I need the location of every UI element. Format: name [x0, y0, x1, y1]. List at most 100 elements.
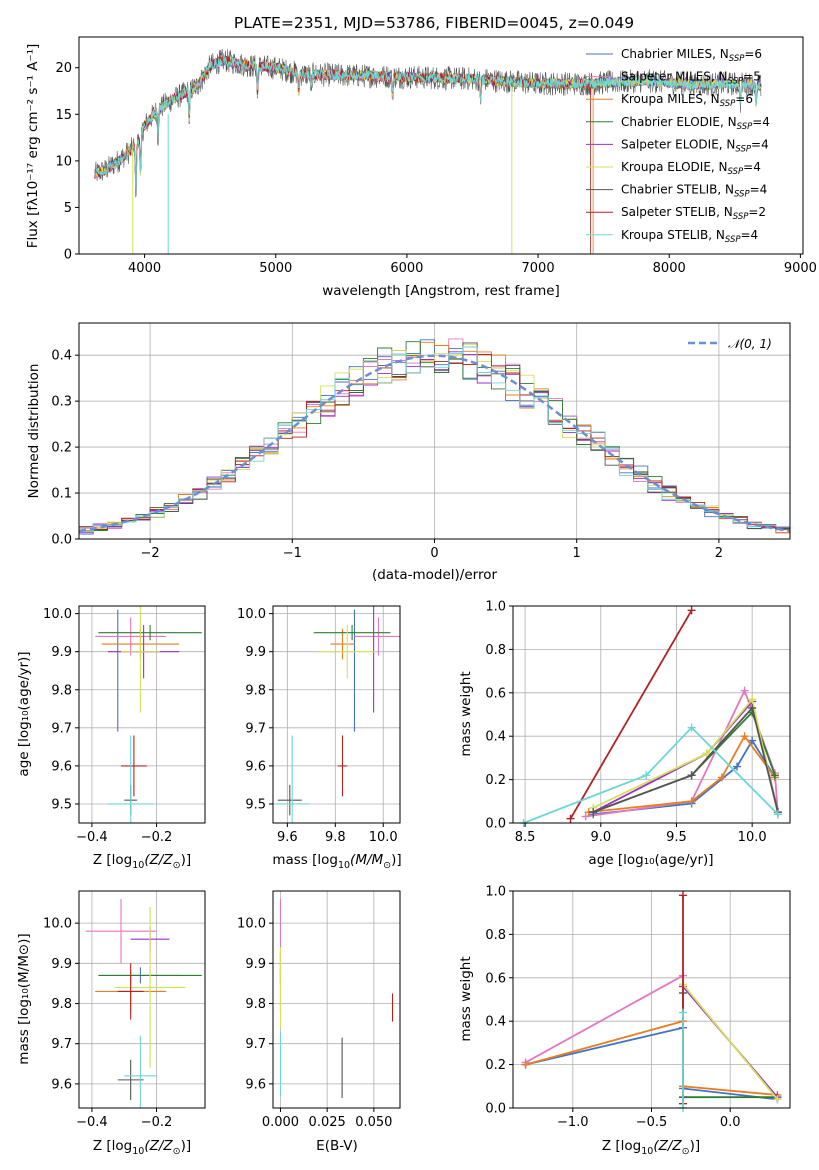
- y-tick-label: 9.8: [51, 683, 72, 698]
- y-tick-label: 9.7: [51, 721, 72, 736]
- x-axis-label: wavelength [Angstrom, rest frame]: [322, 283, 560, 299]
- residual-histogram-panel: −2 −1 0 1 2 0.0 0.1 0.2 0.3 0.4 (data-model)/error…: [26, 322, 791, 583]
- y-tick-label: 10.0: [237, 607, 266, 622]
- axes-frame: [78, 890, 206, 1109]
- series-line-7: [569, 609, 693, 820]
- y-tick-label: 0.0: [485, 1102, 506, 1117]
- y-axis-label: Flux [fλ10⁻¹⁷ erg cm⁻² s⁻¹ A⁻¹]: [25, 44, 41, 249]
- x-tick-label: 4000: [128, 261, 161, 276]
- axes-frame: [78, 36, 804, 255]
- y-tick-label: 0.8: [485, 643, 506, 658]
- y-tick-label: 9.9: [245, 957, 266, 972]
- mass-vs-extinction-panel: 0.000 0.025 0.050 9.6 9.7 9.8 9.9 10.0 E(B-V): [237, 890, 401, 1154]
- x-axis-label: Z [log10(Z/Z⊙)]: [93, 852, 191, 871]
- y-tick-label: 9.6: [51, 759, 72, 774]
- y-tick-label: 0.0: [51, 533, 72, 548]
- x-tick-label: 2: [715, 546, 723, 561]
- mass-weight-vs-metallicity-panel: −1.0 −0.5 0.0 0.0 0.2 0.4 0.6 0.8 1.0 Z [log10(Z/…: [458, 885, 791, 1157]
- x-tick-label: 0: [430, 546, 438, 561]
- y-tick-label: 1.0: [485, 885, 506, 900]
- y-tick-label: 0.2: [485, 773, 506, 788]
- legend-entry: Kroupa ELODIE, NSSP=4: [621, 160, 761, 177]
- y-axis-label: age [log₁₀(age/yr)]: [16, 651, 32, 776]
- y-axis-label: mass [log₁₀(M/M⊙)]: [16, 933, 32, 1064]
- y-tick-label: 1.0: [485, 600, 506, 615]
- x-tick-label: 9.5: [666, 830, 687, 845]
- spectrum-panel: 4000 5000 6000 7000 8000 9000 0 5 10 15 20 waveleng…: [25, 36, 817, 299]
- legend-entry: Salpeter STELIB, NSSP=2: [621, 205, 766, 222]
- x-tick-label: 9.8: [325, 830, 346, 845]
- y-tick-label: 9.6: [245, 1077, 266, 1092]
- series-line-6: [592, 706, 779, 813]
- histogram-step-8: [79, 346, 790, 532]
- y-tick-label: 5: [64, 201, 72, 216]
- y-tick-label: 9.8: [51, 997, 72, 1012]
- x-tick-label: 7000: [522, 261, 555, 276]
- y-tick-label: 9.5: [245, 797, 266, 812]
- y-tick-label: 9.9: [245, 645, 266, 660]
- x-tick-label: −2: [141, 546, 160, 561]
- y-tick-label: 9.6: [245, 759, 266, 774]
- axes-frame: [78, 605, 206, 824]
- x-axis-label: E(B-V): [316, 1138, 358, 1154]
- x-tick-label: −0.5: [636, 1115, 668, 1130]
- y-tick-label: 0.3: [51, 395, 72, 410]
- y-tick-label: 0.6: [485, 686, 506, 701]
- y-tick-label: 0.4: [485, 730, 506, 745]
- y-tick-label: 15: [55, 108, 72, 123]
- x-tick-label: 0.050: [355, 1115, 392, 1130]
- x-tick-label: 0.0: [720, 1115, 741, 1130]
- y-tick-label: 0.4: [485, 1015, 506, 1030]
- y-tick-label: 0.2: [51, 441, 72, 456]
- mass-vs-metallicity-panel: −0.4 −0.2 9.6 9.7 9.8 9.9 10.0 Z [log10(Z/Z⊙)] m…: [16, 890, 206, 1157]
- x-tick-label: 9000: [784, 261, 817, 276]
- x-tick-label: −0.4: [76, 830, 108, 845]
- x-tick-label: 8.5: [515, 830, 536, 845]
- x-tick-label: 5000: [259, 261, 292, 276]
- axes-frame: [272, 605, 401, 824]
- spectrum-line-8: [94, 55, 762, 191]
- x-tick-label: 1: [573, 546, 581, 561]
- y-tick-label: 9.9: [51, 957, 72, 972]
- x-axis-label: Z [log10(Z/Z⊙)]: [602, 1138, 700, 1157]
- y-tick-label: 20: [55, 61, 72, 76]
- y-tick-label: 9.8: [245, 997, 266, 1012]
- figure-title: PLATE=2351, MJD=53786, FIBERID=0045, z=0…: [234, 14, 634, 32]
- y-tick-label: 10: [55, 154, 72, 169]
- y-axis-label: mass weight: [458, 956, 474, 1041]
- series-line-1: [525, 974, 684, 1064]
- series-line-5: [682, 983, 779, 1100]
- series-line-8: [523, 726, 779, 824]
- x-tick-label: 8000: [653, 261, 686, 276]
- y-axis-label: Normed distribution: [26, 364, 42, 499]
- x-tick-label: 0.025: [309, 1115, 346, 1130]
- x-tick-label: 10.0: [738, 830, 767, 845]
- legend-entry: Chabrier ELODIE, NSSP=4: [621, 115, 770, 132]
- mass-weight-vs-age-panel: 8.5 9.0 9.5 10.0 0.0 0.2 0.4 0.6 0.8 1.0 age [log₁…: [458, 600, 791, 868]
- x-tick-label: 10.0: [369, 830, 398, 845]
- x-tick-label: 0.000: [262, 1115, 299, 1130]
- legend-entry: 𝒩(0, 1): [728, 337, 772, 351]
- y-tick-label: 0: [64, 248, 72, 263]
- y-tick-label: 9.8: [245, 683, 266, 698]
- legend-entry: Kroupa STELIB, NSSP=4: [621, 228, 758, 245]
- histogram-step-7: [79, 354, 790, 530]
- legend-entry: Kroupa MILES, NSSP=6: [621, 92, 753, 109]
- x-tick-label: 6000: [390, 261, 423, 276]
- y-tick-label: 0.0: [485, 817, 506, 832]
- x-axis-label: Z [log10(Z/Z⊙)]: [93, 1138, 191, 1157]
- histogram-step-2: [79, 341, 790, 534]
- y-tick-label: 9.6: [51, 1077, 72, 1092]
- x-tick-label: −1: [283, 546, 302, 561]
- histogram-step-6: [79, 342, 790, 530]
- legend-entry: Chabrier STELIB, NSSP=4: [621, 183, 767, 200]
- y-tick-label: 0.6: [485, 971, 506, 986]
- y-tick-label: 9.9: [51, 645, 72, 660]
- axes-frame: [512, 605, 791, 824]
- y-tick-label: 0.8: [485, 928, 506, 943]
- y-tick-label: 10.0: [43, 607, 72, 622]
- y-tick-label: 9.7: [51, 1037, 72, 1052]
- y-tick-label: 9.7: [245, 721, 266, 736]
- x-axis-label: (data-model)/error: [372, 567, 498, 583]
